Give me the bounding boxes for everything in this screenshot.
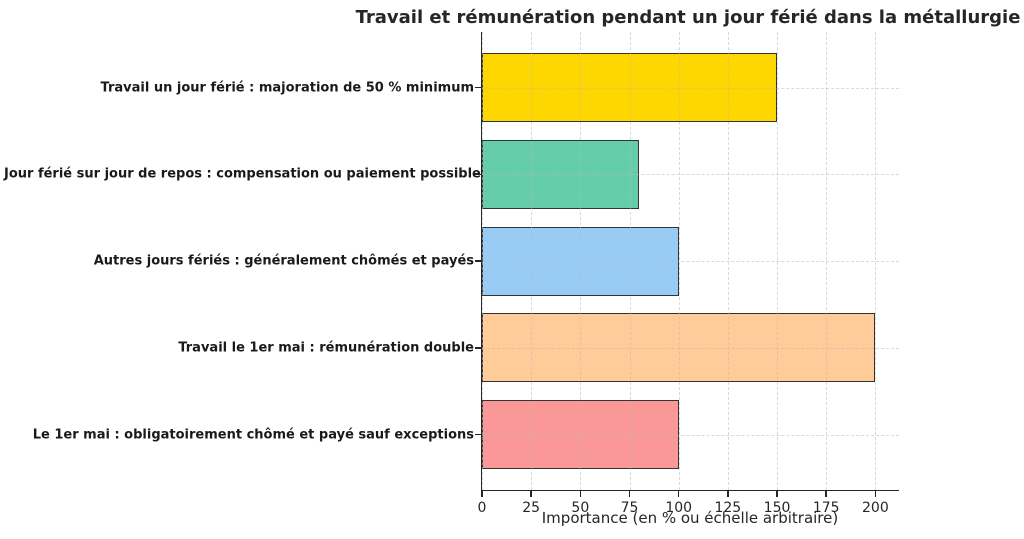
x-tick-label: 0 xyxy=(477,500,487,516)
gridline-horizontal xyxy=(482,434,899,436)
x-tick-mark xyxy=(776,491,778,497)
x-tick-label: 50 xyxy=(571,500,590,516)
category-label: Jour férié sur jour de repos : compensat… xyxy=(4,166,481,182)
category-label: Autres jours fériés : généralement chômé… xyxy=(93,253,474,269)
x-tick-label: 25 xyxy=(522,500,541,516)
x-tick-mark xyxy=(677,491,680,497)
gridline-horizontal xyxy=(482,87,899,89)
x-tick-label: 125 xyxy=(714,500,742,516)
plot-area: 0 25 50 75 100 125 150 175 200 xyxy=(475,32,899,516)
gridline-horizontal xyxy=(482,174,899,176)
x-tick-label: 100 xyxy=(665,500,693,516)
x-tick-mark xyxy=(530,491,532,497)
x-tick-mark xyxy=(579,491,582,497)
y-tick-mark xyxy=(475,173,481,175)
y-tick-mark xyxy=(475,347,481,349)
x-tick-mark xyxy=(481,491,483,497)
x-tick-mark xyxy=(874,491,877,497)
y-tick-mark xyxy=(475,86,481,89)
category-label: Travail un jour férié : majoration de 50… xyxy=(100,80,474,95)
x-tick-label: 75 xyxy=(620,500,639,516)
x-tick-mark xyxy=(825,491,827,497)
x-tick-mark xyxy=(727,491,729,497)
x-tick-label: 150 xyxy=(763,500,791,516)
x-tick-label: 200 xyxy=(862,500,889,516)
x-axis-label: Importance (en % ou échelle arbitraire) xyxy=(541,509,839,527)
x-tick-mark xyxy=(628,491,631,497)
y-tick-mark xyxy=(475,260,481,262)
category-label: Travail le 1er mai : rémunération double xyxy=(178,340,474,356)
y-tick-mark xyxy=(475,433,481,436)
chart-title: Travail et rémunération pendant un jour … xyxy=(355,7,1021,28)
gridline-horizontal xyxy=(482,261,899,262)
gridline-horizontal xyxy=(482,347,899,349)
category-label: Le 1er mai : obligatoirement chômé et pa… xyxy=(32,427,474,442)
x-tick-label: 175 xyxy=(812,500,840,516)
